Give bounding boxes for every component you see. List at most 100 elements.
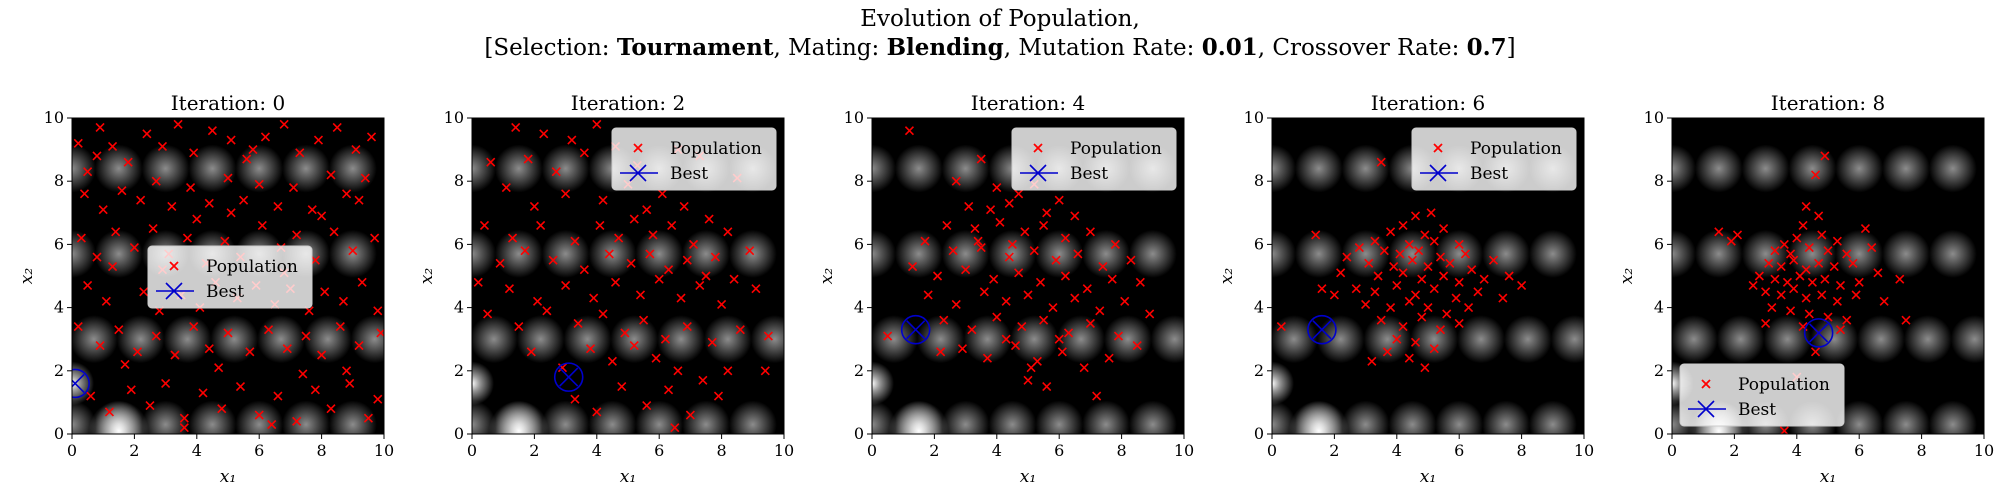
population-point bbox=[526, 347, 536, 357]
population-point bbox=[663, 265, 674, 275]
legend-box bbox=[1411, 127, 1577, 191]
population-point bbox=[79, 189, 90, 199]
population-point bbox=[292, 416, 302, 426]
landscape-bump bbox=[1835, 144, 1884, 193]
population-point bbox=[282, 344, 292, 354]
population-point bbox=[495, 258, 505, 268]
landscape-bump bbox=[235, 144, 284, 193]
population-point bbox=[539, 129, 549, 139]
population-point bbox=[723, 366, 733, 376]
population-point bbox=[1367, 356, 1377, 366]
population-point bbox=[670, 423, 680, 433]
legend-best-label: Best bbox=[670, 164, 708, 184]
population-point bbox=[98, 205, 108, 215]
population-point bbox=[107, 141, 118, 152]
population-point bbox=[95, 122, 105, 133]
population-point bbox=[1060, 233, 1071, 243]
population-point bbox=[117, 186, 127, 196]
population-point bbox=[198, 388, 208, 398]
population-point bbox=[610, 277, 621, 287]
population-point bbox=[639, 315, 649, 325]
landscape-bump bbox=[541, 144, 590, 193]
population-point bbox=[1748, 280, 1758, 291]
best-point-circle bbox=[553, 362, 584, 392]
population-point bbox=[1873, 268, 1883, 278]
population-point bbox=[710, 252, 720, 262]
population-point bbox=[1398, 321, 1408, 332]
population-point bbox=[151, 176, 161, 186]
population-point bbox=[273, 391, 283, 401]
population-point bbox=[657, 189, 667, 199]
population-point bbox=[676, 293, 686, 303]
population-point bbox=[92, 151, 102, 161]
population-point bbox=[354, 340, 364, 351]
landscape-bump bbox=[1903, 315, 1952, 364]
population-point bbox=[179, 413, 189, 423]
population-point bbox=[92, 252, 102, 262]
legend-population-marker bbox=[633, 143, 643, 153]
population-point bbox=[161, 378, 171, 389]
landscape-bump bbox=[1928, 400, 1977, 434]
population-point bbox=[1395, 249, 1405, 259]
population-point bbox=[760, 366, 770, 376]
population-point bbox=[923, 290, 933, 300]
landscape-bump bbox=[350, 315, 384, 364]
population-point bbox=[1051, 255, 1061, 265]
landscape-bump bbox=[1128, 400, 1177, 434]
legend-best-label: Best bbox=[1738, 400, 1776, 420]
landscape-bump bbox=[1363, 315, 1412, 364]
population-point bbox=[1801, 293, 1811, 303]
population-point bbox=[239, 195, 249, 205]
population-point bbox=[1445, 258, 1455, 268]
population-point bbox=[1842, 315, 1852, 325]
population-point bbox=[1435, 252, 1446, 262]
landscape-bump bbox=[872, 315, 918, 364]
population-point bbox=[514, 321, 524, 332]
y-tick-label: 6 bbox=[454, 234, 464, 253]
population-point bbox=[292, 230, 302, 240]
population-point bbox=[173, 119, 183, 129]
population-point bbox=[185, 182, 196, 193]
legend-best-marker bbox=[165, 282, 183, 300]
y-tick-label: 4 bbox=[1254, 298, 1264, 317]
population-point bbox=[1454, 277, 1464, 287]
population-point bbox=[1329, 290, 1339, 300]
population-point bbox=[120, 359, 130, 370]
population-point bbox=[570, 236, 580, 246]
population-point bbox=[76, 233, 86, 243]
population-point bbox=[1842, 249, 1852, 259]
population-point bbox=[129, 242, 139, 253]
population-point bbox=[595, 220, 605, 231]
population-point bbox=[614, 233, 624, 243]
population-point bbox=[976, 154, 986, 164]
population-point bbox=[751, 284, 761, 294]
population-point bbox=[223, 328, 233, 338]
population-point bbox=[204, 198, 214, 208]
population-point bbox=[267, 419, 277, 430]
population-point bbox=[1107, 274, 1117, 284]
legend-population-label: Population bbox=[1738, 375, 1830, 395]
landscape-bump bbox=[1435, 400, 1484, 434]
population-point bbox=[1460, 249, 1471, 259]
population-point bbox=[338, 296, 349, 306]
population-point bbox=[1867, 242, 1877, 253]
population-point bbox=[520, 246, 530, 256]
population-point bbox=[111, 227, 121, 237]
population-point bbox=[1082, 284, 1092, 294]
population-point bbox=[1126, 255, 1136, 265]
population-point bbox=[713, 391, 724, 401]
best-point bbox=[559, 367, 579, 387]
population-point bbox=[723, 227, 733, 237]
population-point bbox=[951, 299, 961, 310]
population-point bbox=[204, 344, 214, 354]
population-point bbox=[370, 233, 380, 243]
population-point bbox=[86, 391, 96, 401]
subplot-title: Iteration: 0 bbox=[171, 91, 285, 115]
population-point bbox=[979, 287, 989, 297]
landscape-bump bbox=[328, 144, 377, 193]
landscape-bump bbox=[1294, 229, 1343, 278]
population-point bbox=[567, 135, 577, 145]
population-point bbox=[1417, 274, 1427, 284]
landscape-bump bbox=[1057, 315, 1106, 364]
population-point bbox=[363, 413, 373, 423]
